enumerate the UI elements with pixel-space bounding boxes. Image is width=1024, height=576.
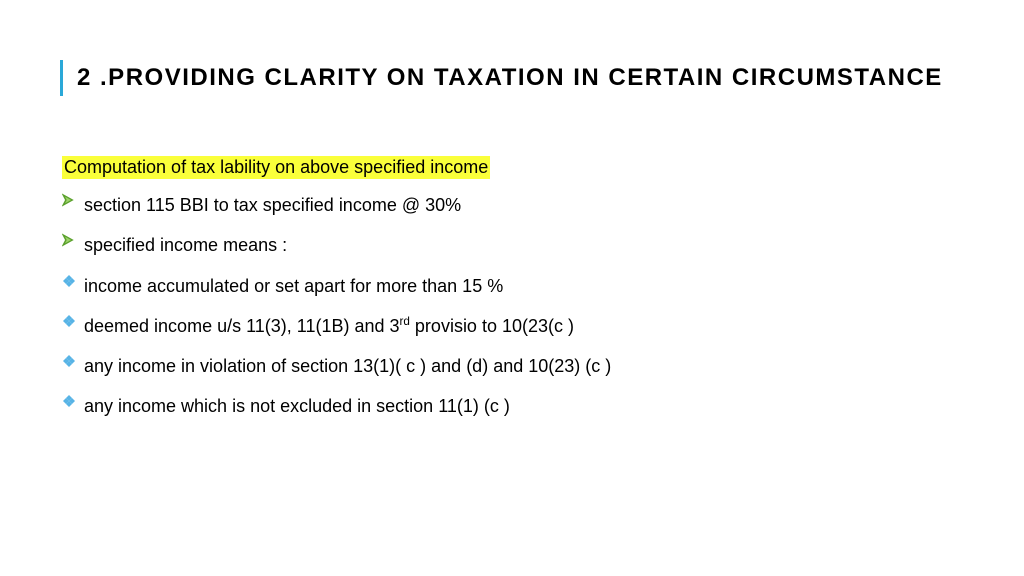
list-item-text: deemed income u/s 11(3), 11(1B) and 3rd … — [84, 314, 574, 338]
list-item-text: income accumulated or set apart for more… — [84, 274, 503, 298]
content-area: Computation of tax lability on above spe… — [60, 156, 974, 419]
title-block: 2 .PROVIDING CLARITY ON TAXATION IN CERT… — [60, 60, 974, 96]
list-item: any income in violation of section 13(1)… — [62, 354, 974, 378]
list-item: any income which is not excluded in sect… — [62, 394, 974, 418]
slide-title: 2 .PROVIDING CLARITY ON TAXATION IN CERT… — [77, 60, 943, 96]
list-item: specified income means : — [62, 233, 974, 257]
diamond-bullet-icon — [62, 394, 84, 408]
diamond-bullet-icon — [62, 274, 84, 288]
arrow-bullet-icon — [62, 193, 84, 207]
accent-bar — [60, 60, 63, 96]
arrow-bullet-icon — [62, 233, 84, 247]
list-item-text: any income in violation of section 13(1)… — [84, 354, 611, 378]
list-item: income accumulated or set apart for more… — [62, 274, 974, 298]
list-item-text: specified income means : — [84, 233, 287, 257]
list-item: deemed income u/s 11(3), 11(1B) and 3rd … — [62, 314, 974, 338]
list-item-text: any income which is not excluded in sect… — [84, 394, 510, 418]
bullet-list: section 115 BBI to tax specified income … — [62, 193, 974, 419]
list-item: section 115 BBI to tax specified income … — [62, 193, 974, 217]
list-item-text: section 115 BBI to tax specified income … — [84, 193, 461, 217]
diamond-bullet-icon — [62, 314, 84, 328]
subtitle-highlight: Computation of tax lability on above spe… — [62, 156, 490, 179]
slide: 2 .PROVIDING CLARITY ON TAXATION IN CERT… — [0, 0, 1024, 576]
diamond-bullet-icon — [62, 354, 84, 368]
